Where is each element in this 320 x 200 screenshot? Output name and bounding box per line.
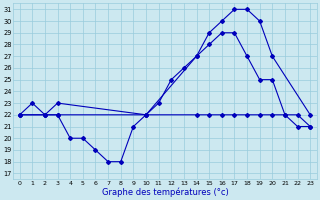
X-axis label: Graphe des températures (°c): Graphe des températures (°c) [101,187,228,197]
